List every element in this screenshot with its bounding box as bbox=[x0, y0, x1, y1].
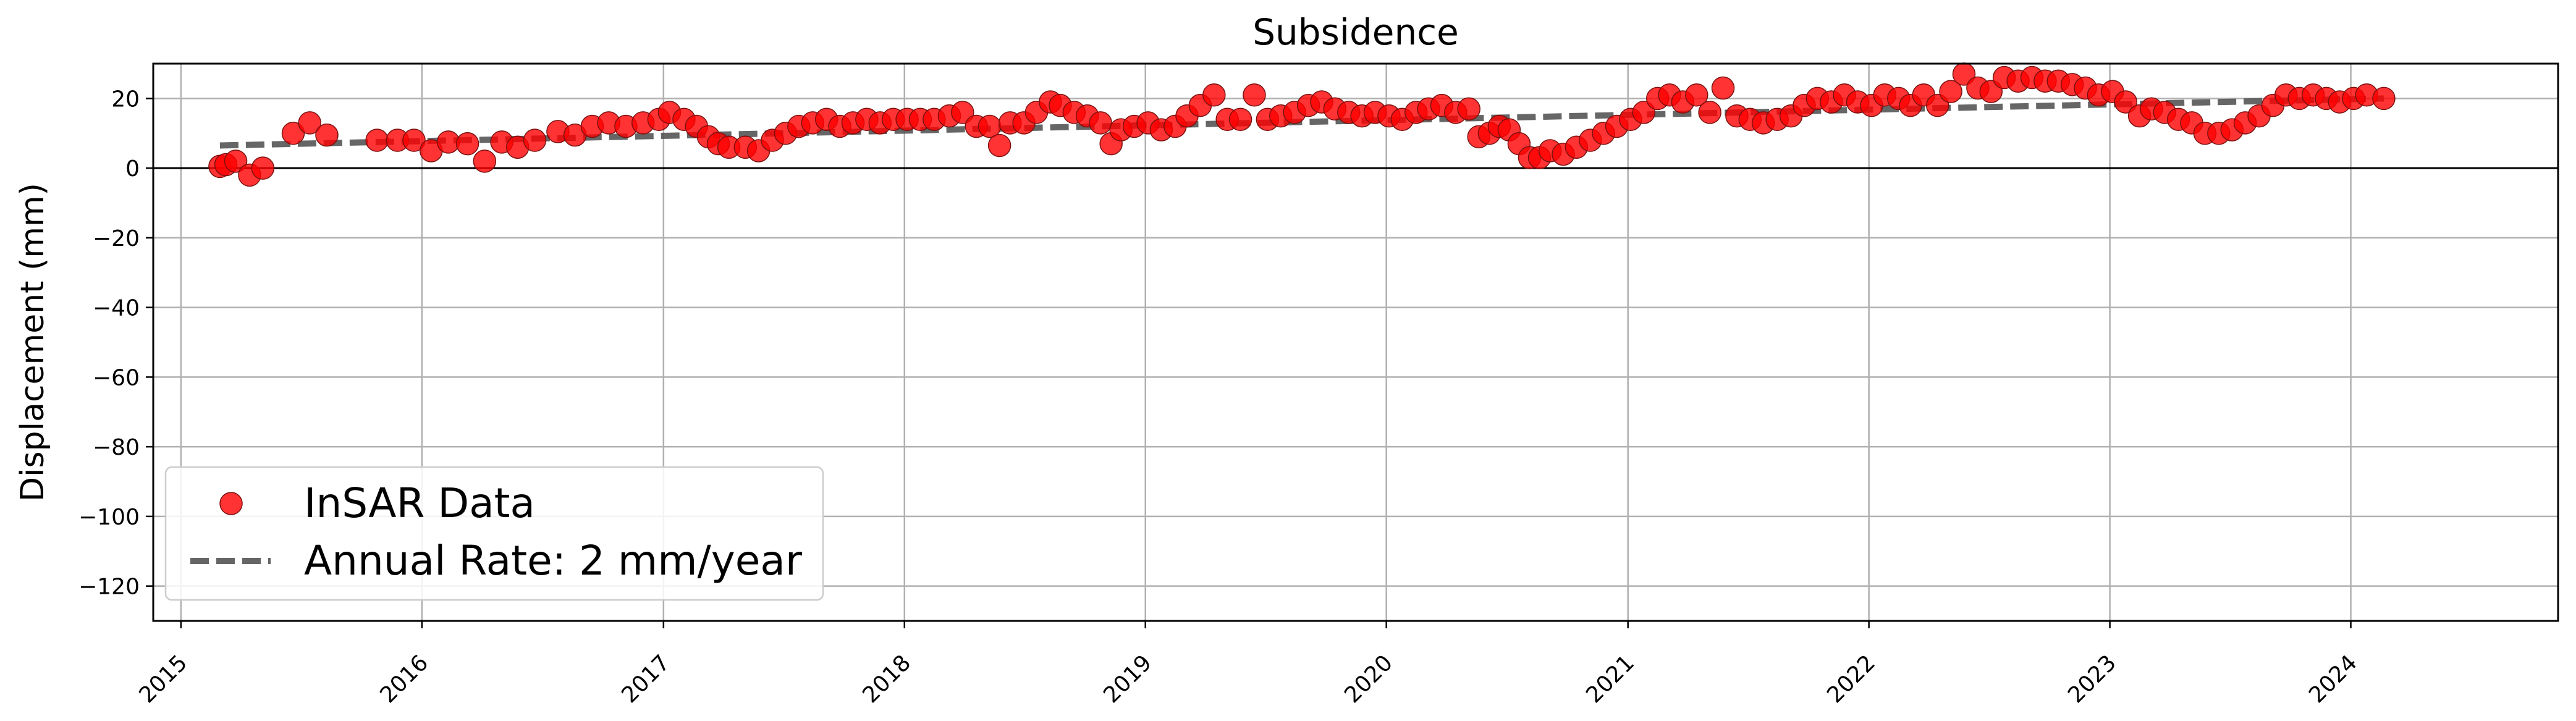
annual-rate-trend-line bbox=[219, 95, 2384, 149]
data-point bbox=[251, 156, 275, 180]
data-point bbox=[1202, 83, 1226, 107]
y-tick-label: 0 bbox=[125, 156, 140, 182]
data-point bbox=[455, 132, 479, 156]
data-point bbox=[951, 101, 974, 124]
legend-label-insar: InSAR Data bbox=[304, 479, 535, 527]
y-tick-label: 20 bbox=[111, 86, 140, 112]
data-point bbox=[281, 122, 305, 145]
data-point bbox=[1685, 83, 1708, 107]
y-ticks: 20 0 −20 −40 −60 −80 −100 −120 bbox=[78, 86, 153, 600]
legend-marker-insar bbox=[219, 492, 243, 515]
data-point bbox=[365, 129, 389, 152]
data-point bbox=[1632, 101, 1656, 124]
data-point bbox=[1089, 111, 1112, 135]
data-point bbox=[987, 133, 1011, 158]
y-tick-label: −20 bbox=[93, 226, 140, 251]
data-points bbox=[208, 62, 2396, 187]
data-point bbox=[1711, 76, 1735, 100]
data-point bbox=[523, 129, 547, 152]
data-point bbox=[2372, 86, 2396, 111]
y-tick-label: −40 bbox=[93, 296, 140, 321]
data-point bbox=[224, 150, 248, 173]
data-point bbox=[1457, 97, 1480, 121]
data-point bbox=[1698, 101, 1721, 124]
legend: InSAR Data Annual Rate: 2 mm/year bbox=[164, 466, 824, 601]
trend-line bbox=[219, 95, 2384, 149]
chart-title: Subsidence bbox=[1252, 11, 1459, 53]
data-point bbox=[2114, 90, 2137, 114]
data-point bbox=[1243, 83, 1266, 107]
data-point bbox=[473, 150, 497, 173]
data-point bbox=[1228, 108, 1252, 131]
y-tick-label: −60 bbox=[93, 365, 140, 390]
data-point bbox=[1939, 80, 1962, 103]
legend-box bbox=[164, 466, 824, 601]
y-tick-label: −100 bbox=[78, 505, 140, 530]
y-tick-label: −80 bbox=[93, 435, 140, 460]
data-point bbox=[315, 123, 339, 147]
data-point bbox=[402, 129, 426, 152]
legend-label-annual-rate: Annual Rate: 2 mm/year bbox=[304, 537, 803, 584]
y-tick-label: −120 bbox=[78, 575, 140, 600]
plot-frame bbox=[152, 62, 2559, 622]
y-axis-label: Displacement (mm) bbox=[14, 183, 51, 502]
data-point bbox=[298, 111, 321, 135]
